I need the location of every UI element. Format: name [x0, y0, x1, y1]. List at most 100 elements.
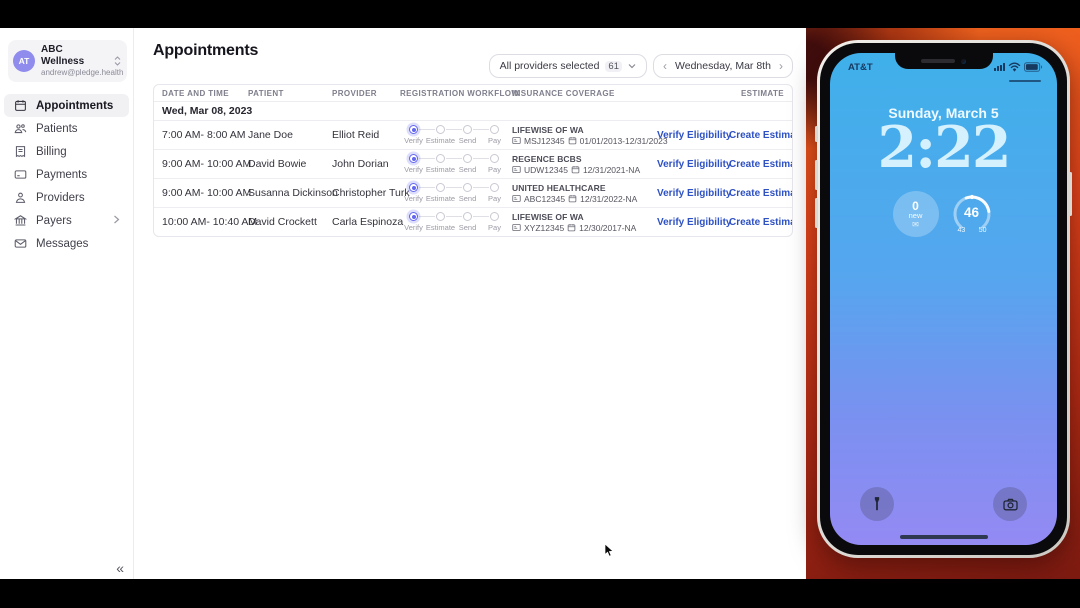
- sidebar-item-providers[interactable]: Providers: [4, 186, 129, 209]
- calendar-small-icon: [568, 195, 577, 203]
- id-card-icon: [512, 195, 521, 202]
- create-estimate-link[interactable]: Create Estimate: [729, 158, 792, 170]
- sidebar-item-label: Patients: [36, 122, 78, 135]
- flashlight-button[interactable]: [860, 487, 894, 521]
- phone-bezel: AT&T: [820, 43, 1067, 555]
- step-circle-pay: [490, 154, 499, 163]
- bank-icon: [13, 214, 27, 228]
- create-estimate-link[interactable]: Create Estimate: [729, 216, 792, 228]
- column-header-workflow: REGISTRATION WORKFLOW: [400, 88, 520, 98]
- step-circle-estimate: [436, 125, 445, 134]
- create-estimate-link[interactable]: Create Estimate: [729, 187, 792, 199]
- date-group-row: Wed, Mar 08, 2023: [154, 102, 792, 121]
- cellular-signal-icon: [994, 63, 1005, 71]
- verify-eligibility-link[interactable]: Verify Eligibility: [657, 187, 732, 199]
- coverage-dates: 12/30/2017-NA: [579, 222, 637, 233]
- table-row[interactable]: 10:00 AM- 10:40 AM David Crockett Carla …: [154, 208, 792, 236]
- chevron-left-icon[interactable]: ‹: [663, 59, 667, 73]
- providers-count-badge: 61: [605, 60, 622, 72]
- workflow-stepper: Verify Estimate Send Pay: [400, 154, 512, 174]
- step-circle-verify: [409, 183, 418, 192]
- providers-filter-dropdown[interactable]: All providers selected 61: [488, 54, 647, 78]
- table-row[interactable]: 9:00 AM- 10:00 AM Susanna Dickinson Chri…: [154, 179, 792, 208]
- mail-widget[interactable]: 0 new ✉: [892, 191, 939, 237]
- step-circle-estimate: [436, 154, 445, 163]
- desktop-wallpaper: AT&T: [806, 28, 1080, 579]
- sidebar-item-label: Messages: [36, 237, 89, 250]
- sidebar-item-payers[interactable]: Payers: [4, 209, 129, 232]
- calendar-small-icon: [567, 224, 576, 232]
- patients-icon: [13, 122, 27, 136]
- coverage-dates: 01/01/2013-12/31/2023: [579, 135, 668, 146]
- step-circle-pay: [490, 183, 499, 192]
- date-label: Wednesday, Mar 8th: [675, 60, 771, 72]
- insurance-cell: REGENCE BCBS UDW12345 12/31/2021-NA: [512, 154, 657, 175]
- appointments-table: DATE AND TIME PATIENT PROVIDER REGISTRAT…: [153, 84, 793, 237]
- weather-widget[interactable]: 46 43 50: [949, 191, 995, 237]
- wifi-icon: [1008, 62, 1021, 72]
- sidebar-item-payments[interactable]: Payments: [4, 163, 129, 186]
- member-id: XYZ12345: [524, 222, 565, 233]
- iphone-mockup: AT&T: [815, 40, 1072, 558]
- verify-eligibility-link[interactable]: Verify Eligibility: [657, 216, 732, 228]
- org-switcher[interactable]: AT ABC Wellness andrew@pledge.health: [8, 40, 127, 82]
- app-window: AT ABC Wellness andrew@pledge.health App…: [0, 28, 806, 579]
- silent-switch: [815, 126, 818, 142]
- date-navigator[interactable]: ‹ Wednesday, Mar 8th ›: [653, 54, 793, 78]
- step-circle-pay: [490, 212, 499, 221]
- volume-down-button: [815, 198, 818, 228]
- org-email: andrew@pledge.health: [41, 68, 124, 77]
- carrier-label: AT&T: [848, 61, 873, 73]
- sidebar-item-appointments[interactable]: Appointments: [4, 94, 129, 117]
- mail-label: new: [908, 210, 923, 220]
- column-header-patient: PATIENT: [248, 88, 284, 98]
- power-button: [1069, 172, 1072, 216]
- home-indicator[interactable]: [899, 534, 988, 539]
- step-circle-send: [463, 125, 472, 134]
- sidebar-item-billing[interactable]: Billing: [4, 140, 129, 163]
- org-name: ABC Wellness: [41, 44, 85, 67]
- chevron-right-icon[interactable]: ›: [778, 59, 783, 73]
- chevron-updown-icon: [114, 56, 121, 66]
- camera-button[interactable]: [993, 487, 1027, 521]
- collapse-sidebar-button[interactable]: «: [116, 560, 124, 576]
- coverage-dates: 12/31/2021-NA: [582, 164, 641, 175]
- mail-count: 0: [912, 198, 919, 213]
- calendar-small-icon: [568, 137, 576, 145]
- verify-eligibility-link[interactable]: Verify Eligibility: [657, 129, 732, 141]
- chevron-right-icon: [113, 215, 120, 227]
- sidebar: AT ABC Wellness andrew@pledge.health App…: [0, 28, 134, 579]
- table-row[interactable]: 7:00 AM- 8:00 AM Jane Doe Elliot Reid Ve…: [154, 121, 792, 150]
- cell-provider: Carla Espinoza: [332, 216, 404, 228]
- step-circle-send: [463, 183, 472, 192]
- insurer-name: UNITED HEALTHCARE: [512, 182, 606, 193]
- cell-time: 9:00 AM- 10:00 AM: [162, 187, 252, 199]
- column-header-estimate: ESTIMATE: [740, 88, 784, 98]
- cell-patient: David Bowie: [248, 158, 307, 170]
- calendar-icon: [13, 99, 27, 113]
- main-content: Appointments All providers selected 61 ‹…: [134, 28, 809, 579]
- credit-card-icon: [13, 168, 27, 182]
- create-estimate-link[interactable]: Create Estimate: [729, 129, 792, 141]
- step-circle-estimate: [436, 183, 445, 192]
- insurance-cell: UNITED HEALTHCARE ABC12345 12/31/2022-NA: [512, 183, 657, 204]
- cell-provider: Christopher Turk: [332, 187, 410, 199]
- cell-time: 7:00 AM- 8:00 AM: [162, 129, 246, 141]
- table-row[interactable]: 9:00 AM- 10:00 AM David Bowie John Doria…: [154, 150, 792, 179]
- coverage-dates: 12/31/2022-NA: [580, 193, 638, 204]
- cell-time: 10:00 AM- 10:40 AM: [162, 216, 258, 228]
- status-underline: [1009, 80, 1041, 82]
- status-bar: AT&T: [830, 60, 1057, 74]
- workflow-stepper: Verify Estimate Send Pay: [400, 183, 512, 203]
- sidebar-item-patients[interactable]: Patients: [4, 117, 129, 140]
- sidebar-nav: Appointments Patients Billing: [0, 94, 133, 255]
- sidebar-item-label: Payers: [36, 214, 72, 227]
- step-circle-verify: [409, 125, 418, 134]
- temperature-gauge-icon: [953, 194, 990, 233]
- step-circle-send: [463, 154, 472, 163]
- sidebar-item-messages[interactable]: Messages: [4, 232, 129, 255]
- step-circle-send: [463, 212, 472, 221]
- verify-eligibility-link[interactable]: Verify Eligibility: [657, 158, 732, 170]
- insurer-name: REGENCE BCBS: [512, 153, 582, 164]
